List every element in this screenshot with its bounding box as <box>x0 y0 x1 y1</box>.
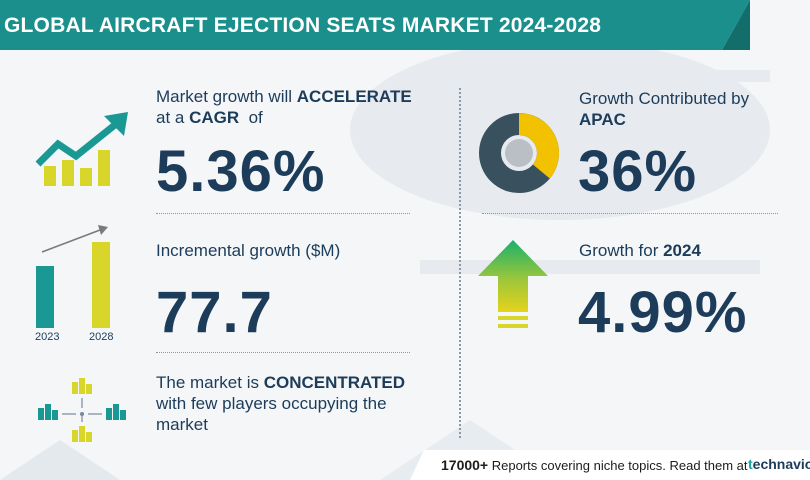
incremental-label: Incremental growth ($M) <box>156 241 341 260</box>
year-start-label: 2023 <box>35 331 60 343</box>
cagr-label: Market growth will ACCELERATE at a CAGR … <box>156 86 436 128</box>
up-arrow-icon <box>478 240 548 328</box>
growth-chart-icon <box>35 112 128 186</box>
growth-year-text: Growth for <box>579 241 664 260</box>
concentration-bold: CONCENTRATED <box>263 373 406 392</box>
cagr-label-bold-2: CAGR <box>189 108 240 127</box>
concentration-text: The market is <box>156 373 264 392</box>
divider-left-2 <box>156 352 410 353</box>
footer-bar <box>410 450 810 480</box>
apac-value: 36% <box>578 139 698 204</box>
apac-label-bold: APAC <box>579 110 626 129</box>
concentration-label: The market is CONCENTRATED with few play… <box>156 372 436 435</box>
year-end-label: 2028 <box>89 331 114 343</box>
logo-text: echnavio <box>752 456 810 472</box>
concentration-text-2: with few players occupying the <box>156 394 387 413</box>
vertical-divider <box>459 88 461 438</box>
apac-label: Growth Contributed by APAC <box>579 88 799 130</box>
footer-text: 17000+ Reports covering niche topics. Re… <box>441 457 748 473</box>
incremental-bars-icon <box>36 225 110 328</box>
header-banner <box>0 0 750 50</box>
cagr-value: 5.36% <box>156 139 326 204</box>
growth-year-bold: 2024 <box>663 241 701 260</box>
growth-year-value: 4.99% <box>578 280 748 345</box>
cagr-label-text: Market growth will <box>156 87 297 106</box>
market-concentration-icon <box>38 378 126 442</box>
concentration-text-3: market <box>156 415 208 434</box>
cagr-label-text-2: at a <box>156 108 190 127</box>
apac-label-text: Growth Contributed by <box>579 89 750 108</box>
incremental-value: 77.7 <box>156 280 273 345</box>
growth-year-label: Growth for 2024 <box>579 240 701 261</box>
apac-donut-icon <box>479 113 559 193</box>
divider-right-1 <box>482 213 778 214</box>
report-count: 17000+ <box>441 457 489 473</box>
footer-caption: Reports covering niche topics. Read them… <box>488 458 748 473</box>
cagr-label-suffix: of <box>239 108 263 127</box>
logo-mark: t <box>748 456 753 472</box>
page-title: GLOBAL AIRCRAFT EJECTION SEATS MARKET 20… <box>4 14 602 37</box>
cagr-label-bold: ACCELERATE <box>296 87 412 106</box>
technavio-logo[interactable]: technavio <box>748 456 810 472</box>
divider-left-1 <box>156 213 410 214</box>
